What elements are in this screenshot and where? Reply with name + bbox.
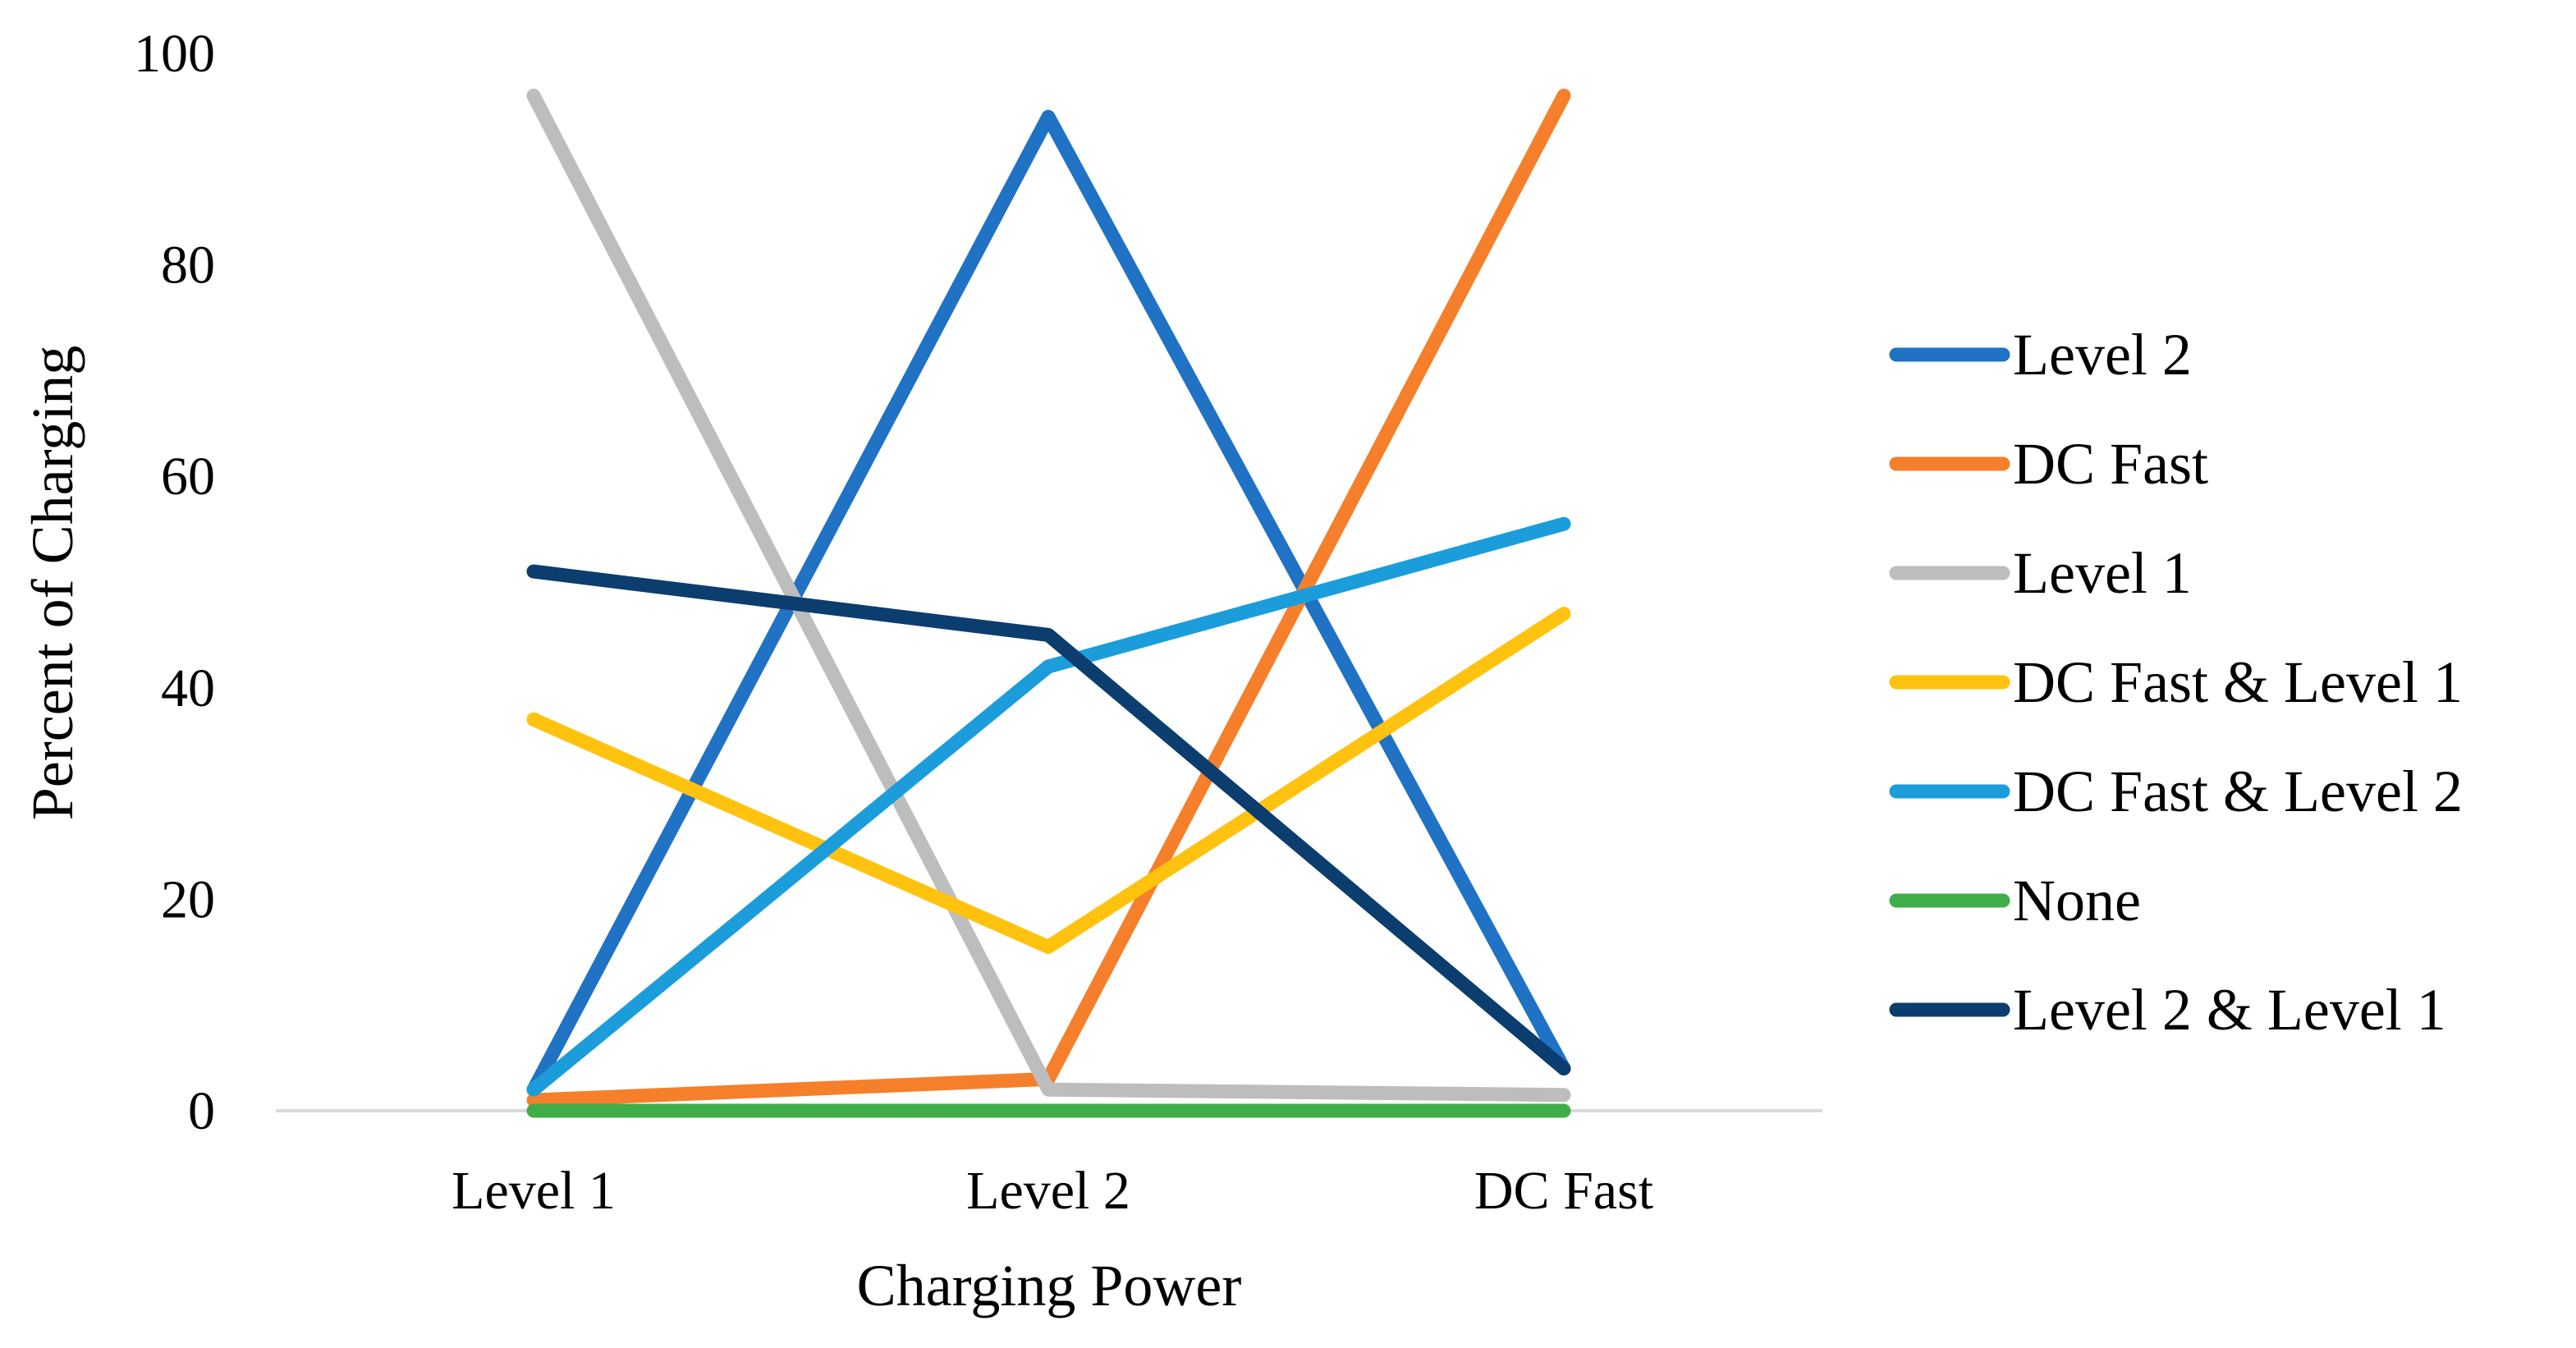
series-line-level-1 [526, 89, 1571, 1103]
y-tick-label: 80 [161, 236, 215, 296]
legend-label: DC Fast & Level 2 [2013, 759, 2463, 824]
series-line-level-2 [526, 109, 1571, 1097]
x-tick-label: Level 1 [451, 1161, 616, 1221]
legend-label: None [2013, 868, 2141, 933]
y-tick-label: 0 [188, 1081, 215, 1141]
series-line-dc-fast-level-1 [526, 607, 1571, 954]
legend-item: Level 2 [1889, 322, 2192, 387]
legend: Level 2 DC Fast Level 1 DC Fast & Level 1 DC… [1889, 322, 2463, 1043]
x-tick-label: Level 2 [966, 1161, 1130, 1221]
x-tick-label: DC Fast [1474, 1161, 1653, 1221]
y-tick-label: 60 [161, 447, 215, 507]
axis-layer: 0 20 40 60 80 100 Level 1 Level 2 DC Fast [134, 24, 1822, 1221]
legend-item: None [1889, 868, 2141, 933]
legend-item: Level 1 [1889, 540, 2192, 606]
legend-item: DC Fast & Level 2 [1889, 759, 2463, 824]
y-axis-title: Percent of Charging [20, 346, 85, 821]
y-tick-label: 100 [134, 24, 215, 84]
legend-item: DC Fast [1889, 431, 2208, 497]
legend-item: DC Fast & Level 1 [1889, 649, 2463, 715]
legend-label: Level 2 & Level 1 [2013, 977, 2446, 1043]
x-axis-title: Charging Power [857, 1253, 1242, 1318]
legend-label: DC Fast & Level 1 [2013, 649, 2463, 715]
y-tick-label: 40 [161, 658, 215, 718]
legend-label: DC Fast [2013, 431, 2208, 497]
legend-item: Level 2 & Level 1 [1889, 977, 2446, 1043]
series-line-dc-fast-level-2 [526, 516, 1571, 1097]
series-layer [526, 89, 1571, 1118]
series-line-level-2-level-1 [526, 564, 1571, 1075]
legend-label: Level 1 [2013, 540, 2192, 606]
y-tick-label: 20 [161, 869, 215, 929]
legend-label: Level 2 [2013, 322, 2192, 387]
